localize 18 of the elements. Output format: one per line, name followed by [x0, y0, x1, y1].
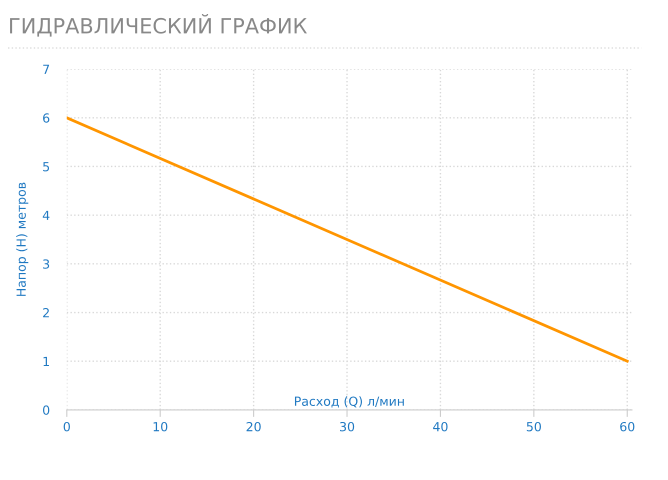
y-tick-label: 4 — [42, 210, 50, 220]
x-tick-label: 0 — [64, 422, 70, 432]
y-tick-label: 7 — [43, 64, 50, 74]
x-tick-label: 20 — [246, 422, 261, 432]
x-tick-label: 30 — [340, 422, 354, 432]
y-tick-label: 1 — [44, 356, 49, 366]
y-tick-label: 2 — [43, 308, 49, 318]
x-tick-label: 10 — [154, 422, 168, 432]
x-tick-label: 60 — [620, 422, 634, 432]
x-tick-label: 40 — [433, 422, 448, 432]
x-tick-label: 50 — [526, 422, 541, 432]
y-tick-label: 5 — [43, 162, 50, 172]
chart-title: ГИДРАВЛИЧЕСКИЙ ГРАФИК — [10, 14, 307, 37]
x-axis-title: Расход (Q) л/мин — [294, 396, 404, 408]
y-tick-label: 3 — [43, 259, 50, 269]
y-tick-label: 0 — [43, 405, 50, 415]
y-axis-title: Напор (H) метров — [16, 182, 28, 296]
y-tick-label: 6 — [43, 113, 50, 123]
